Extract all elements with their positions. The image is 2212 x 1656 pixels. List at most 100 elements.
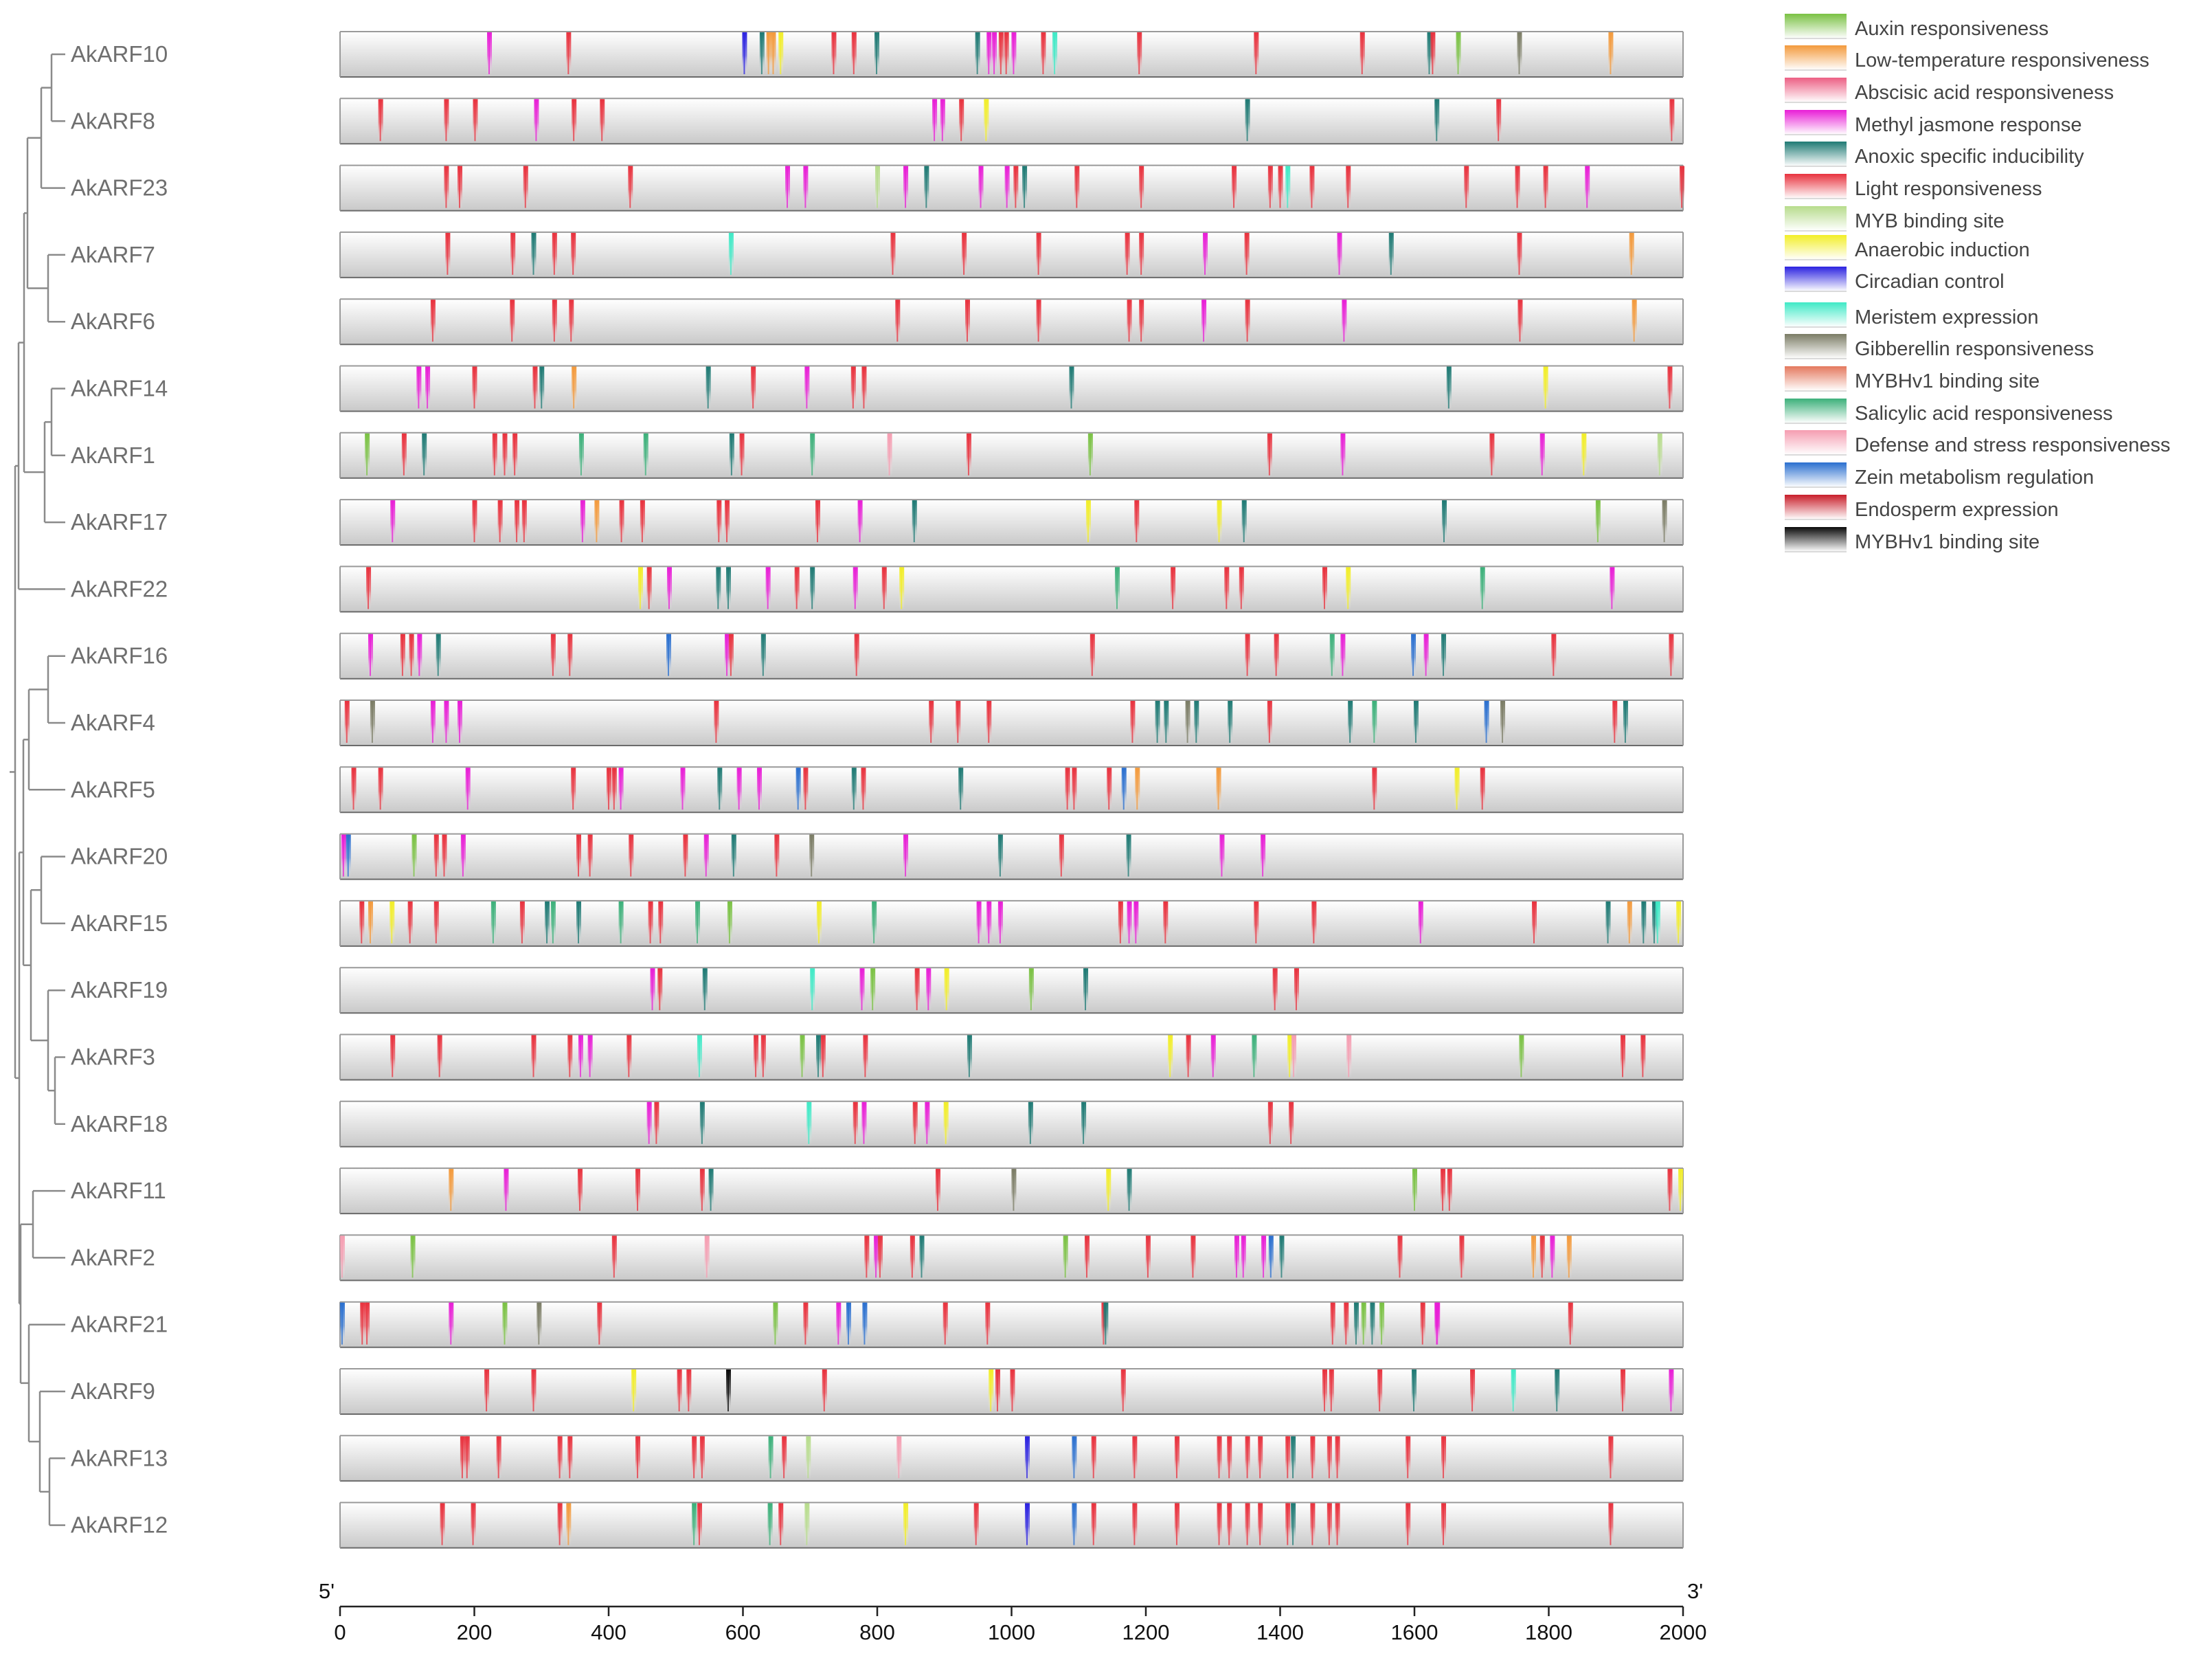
legend-swatch xyxy=(1785,45,1847,70)
gene-label: AkARF19 xyxy=(71,977,168,1003)
gene-label: AkARF22 xyxy=(71,576,168,601)
legend-entry: Zein metabolism regulation xyxy=(1785,462,2094,489)
gene-label: AkARF9 xyxy=(71,1378,155,1404)
promoter-track-row xyxy=(339,231,1684,278)
promoter-track xyxy=(340,432,1683,478)
legend-swatch xyxy=(1785,235,1847,260)
promoter-track-row xyxy=(339,899,1684,947)
gene-label: AkARF4 xyxy=(71,710,155,735)
legend-label: Methyl jasmone response xyxy=(1855,114,2081,136)
legend-label: Abscisic acid responsiveness xyxy=(1855,82,2114,104)
legend-swatch xyxy=(1785,527,1847,552)
promoter-track xyxy=(340,98,1683,144)
legend-swatch xyxy=(1785,430,1847,455)
legend-entry: Auxin responsiveness xyxy=(1785,14,2049,40)
gene-label: AkARF16 xyxy=(71,643,168,669)
promoter-track xyxy=(340,967,1683,1014)
three-prime-label: 3' xyxy=(1687,1579,1703,1603)
promoter-track-row xyxy=(339,499,1684,546)
gene-labels: AkARF10 AkARF8 AkARF23 AkARF7 AkARF6 AkARF14 A… xyxy=(71,41,168,1538)
legend-label: MYBHv1 binding site xyxy=(1855,531,2040,553)
promoter-track xyxy=(340,299,1683,345)
legend-entry: Endosperm expression xyxy=(1785,495,2059,521)
promoter-track-row xyxy=(339,1435,1684,1482)
promoter-track-row xyxy=(339,833,1684,880)
legend-swatch xyxy=(1785,462,1847,487)
gene-label: AkARF3 xyxy=(71,1044,155,1070)
promoter-track-row xyxy=(339,1501,1684,1549)
legend-entry: Defense and stress responsiveness xyxy=(1785,430,2170,456)
gene-label: AkARF1 xyxy=(71,443,155,468)
position-axis: 0 200 400 600 800 1000 1200 1400 1600 1800 2000 5' 3… xyxy=(319,1579,1707,1644)
legend-entry: MYBHv1 binding site xyxy=(1785,527,2040,553)
legend-label: Defense and stress responsiveness xyxy=(1855,434,2170,456)
gene-label: AkARF15 xyxy=(71,910,168,936)
gene-label: AkARF6 xyxy=(71,309,155,334)
legend-label: Zein metabolism regulation xyxy=(1855,467,2094,489)
promoter-track-row xyxy=(339,700,1684,746)
legend-swatch xyxy=(1785,334,1847,359)
promoter-track-row xyxy=(339,1234,1684,1282)
promoter-track-row xyxy=(339,98,1684,145)
legend-label: Circadian control xyxy=(1855,271,2005,293)
promoter-track xyxy=(340,833,1683,880)
legend-label: Endosperm expression xyxy=(1855,499,2059,521)
legend-entry: MYB binding site xyxy=(1785,206,2005,232)
legend-entry: Anoxic specific inducibility xyxy=(1785,142,2084,168)
legend-label: Auxin responsiveness xyxy=(1855,18,2049,40)
legend-entry: Abscisic acid responsiveness xyxy=(1785,78,2114,104)
legend-label: Gibberellin responsiveness xyxy=(1855,338,2094,360)
axis-tick-label: 400 xyxy=(591,1620,627,1644)
legend-label: Anaerobic induction xyxy=(1855,239,2030,261)
legend-swatch xyxy=(1785,174,1847,199)
axis-tick-label: 200 xyxy=(457,1620,493,1644)
promoter-track xyxy=(340,1502,1683,1548)
phylogenetic-tree xyxy=(10,53,65,1526)
promoter-track-row xyxy=(339,1301,1684,1348)
gene-label: AkARF20 xyxy=(71,844,168,869)
axis-tick-label: 800 xyxy=(859,1620,895,1644)
legend-entry: Low-temperature responsiveness xyxy=(1785,45,2149,71)
legend-swatch xyxy=(1785,110,1847,135)
legend-entry: Light responsiveness xyxy=(1785,174,2042,200)
promoter-track-row xyxy=(339,967,1684,1014)
axis-tick-label: 1600 xyxy=(1391,1620,1438,1644)
gene-label: AkARF10 xyxy=(71,41,168,67)
axis-tick-label: 1000 xyxy=(988,1620,1035,1644)
legend-label: Meristem expression xyxy=(1855,306,2039,328)
promoter-track-row xyxy=(339,31,1684,78)
promoter-tracks xyxy=(339,31,1685,1549)
promoter-track-row xyxy=(339,766,1684,814)
legend-swatch xyxy=(1785,78,1847,102)
promoter-track-row xyxy=(339,1167,1684,1215)
axis-tick-label: 1800 xyxy=(1525,1620,1572,1644)
gene-label: AkARF21 xyxy=(71,1312,168,1337)
element-legend: Auxin responsiveness Low-temperature resp… xyxy=(1785,14,2170,553)
gene-label: AkARF14 xyxy=(71,376,168,401)
promoter-track xyxy=(340,500,1683,546)
axis-tick-label: 1200 xyxy=(1122,1620,1170,1644)
promoter-track-row xyxy=(339,1033,1684,1081)
promoter-track xyxy=(340,165,1683,211)
promoter-track-row xyxy=(339,164,1685,212)
promoter-track xyxy=(340,1235,1683,1281)
promoter-track xyxy=(340,1301,1683,1347)
promoter-track xyxy=(340,900,1683,946)
legend-swatch xyxy=(1785,399,1847,423)
gene-label: AkARF18 xyxy=(71,1111,168,1137)
legend-entry: Gibberellin responsiveness xyxy=(1785,334,2094,360)
gene-label: AkARF11 xyxy=(71,1178,166,1203)
legend-label: MYB binding site xyxy=(1855,210,2005,232)
promoter-track xyxy=(340,1435,1683,1481)
promoter-track-row xyxy=(339,1368,1684,1415)
gene-label: AkARF13 xyxy=(71,1445,168,1470)
gene-label: AkARF8 xyxy=(71,108,155,133)
axis-tick-label: 1400 xyxy=(1256,1620,1304,1644)
promoter-track-row xyxy=(339,632,1684,680)
legend-entry: Meristem expression xyxy=(1785,302,2039,328)
promoter-track-row xyxy=(339,432,1684,479)
axis-tick-label: 600 xyxy=(725,1620,761,1644)
legend-entry: MYBHv1 binding site xyxy=(1785,366,2040,392)
promoter-track xyxy=(340,232,1683,278)
